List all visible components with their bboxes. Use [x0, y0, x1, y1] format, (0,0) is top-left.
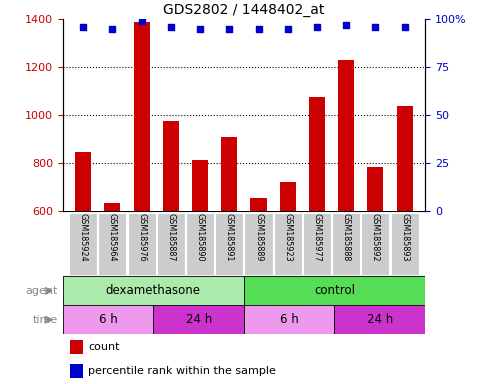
Text: GSM185890: GSM185890: [196, 213, 205, 262]
Text: dexamethasone: dexamethasone: [106, 285, 201, 297]
Text: 6 h: 6 h: [99, 313, 117, 326]
Point: [167, 24, 175, 30]
Text: GSM185892: GSM185892: [371, 213, 380, 262]
Text: 6 h: 6 h: [280, 313, 298, 326]
Text: time: time: [33, 314, 58, 325]
Bar: [221, 137, 237, 211]
FancyBboxPatch shape: [186, 212, 214, 275]
Bar: [251, 198, 267, 211]
Text: count: count: [88, 342, 120, 352]
FancyBboxPatch shape: [244, 212, 272, 275]
Bar: [309, 97, 325, 211]
Point: [196, 26, 204, 32]
Text: GSM185923: GSM185923: [283, 213, 292, 262]
Point: [313, 24, 321, 30]
FancyBboxPatch shape: [128, 212, 156, 275]
Text: GSM185964: GSM185964: [108, 213, 117, 262]
Point: [255, 26, 262, 32]
FancyBboxPatch shape: [244, 305, 335, 334]
FancyBboxPatch shape: [215, 212, 243, 275]
FancyBboxPatch shape: [332, 212, 360, 275]
Text: control: control: [314, 285, 355, 297]
Bar: [368, 167, 384, 211]
Bar: [192, 160, 208, 211]
Point: [284, 26, 292, 32]
FancyBboxPatch shape: [274, 212, 302, 275]
Point: [342, 22, 350, 28]
Bar: [70, 364, 83, 378]
FancyBboxPatch shape: [157, 212, 185, 275]
Bar: [75, 152, 91, 211]
Title: GDS2802 / 1448402_at: GDS2802 / 1448402_at: [163, 3, 325, 17]
Text: GSM185924: GSM185924: [79, 213, 88, 262]
Bar: [134, 22, 150, 211]
Bar: [397, 106, 412, 211]
Text: percentile rank within the sample: percentile rank within the sample: [88, 366, 276, 376]
Text: GSM185889: GSM185889: [254, 213, 263, 262]
Text: GSM185977: GSM185977: [313, 213, 322, 262]
FancyBboxPatch shape: [303, 212, 331, 275]
Bar: [104, 203, 120, 211]
Text: GSM185976: GSM185976: [137, 213, 146, 262]
FancyBboxPatch shape: [63, 305, 154, 334]
FancyBboxPatch shape: [99, 212, 127, 275]
FancyBboxPatch shape: [63, 276, 244, 305]
Text: GSM185891: GSM185891: [225, 213, 234, 262]
FancyBboxPatch shape: [391, 212, 419, 275]
Point: [371, 24, 379, 30]
FancyBboxPatch shape: [69, 212, 97, 275]
Text: agent: agent: [26, 286, 58, 296]
Bar: [338, 60, 354, 211]
Text: GSM185893: GSM185893: [400, 213, 409, 262]
FancyBboxPatch shape: [244, 276, 425, 305]
Point: [79, 24, 87, 30]
Point: [401, 24, 409, 30]
Point: [109, 26, 116, 32]
Text: 24 h: 24 h: [367, 313, 393, 326]
Bar: [163, 121, 179, 211]
FancyBboxPatch shape: [154, 305, 244, 334]
Text: GSM185887: GSM185887: [166, 213, 175, 262]
FancyBboxPatch shape: [361, 212, 389, 275]
Text: GSM185888: GSM185888: [341, 213, 351, 262]
Bar: [280, 182, 296, 211]
FancyBboxPatch shape: [335, 305, 425, 334]
Point: [138, 18, 145, 24]
Bar: [70, 340, 83, 354]
Text: 24 h: 24 h: [185, 313, 212, 326]
Point: [226, 26, 233, 32]
